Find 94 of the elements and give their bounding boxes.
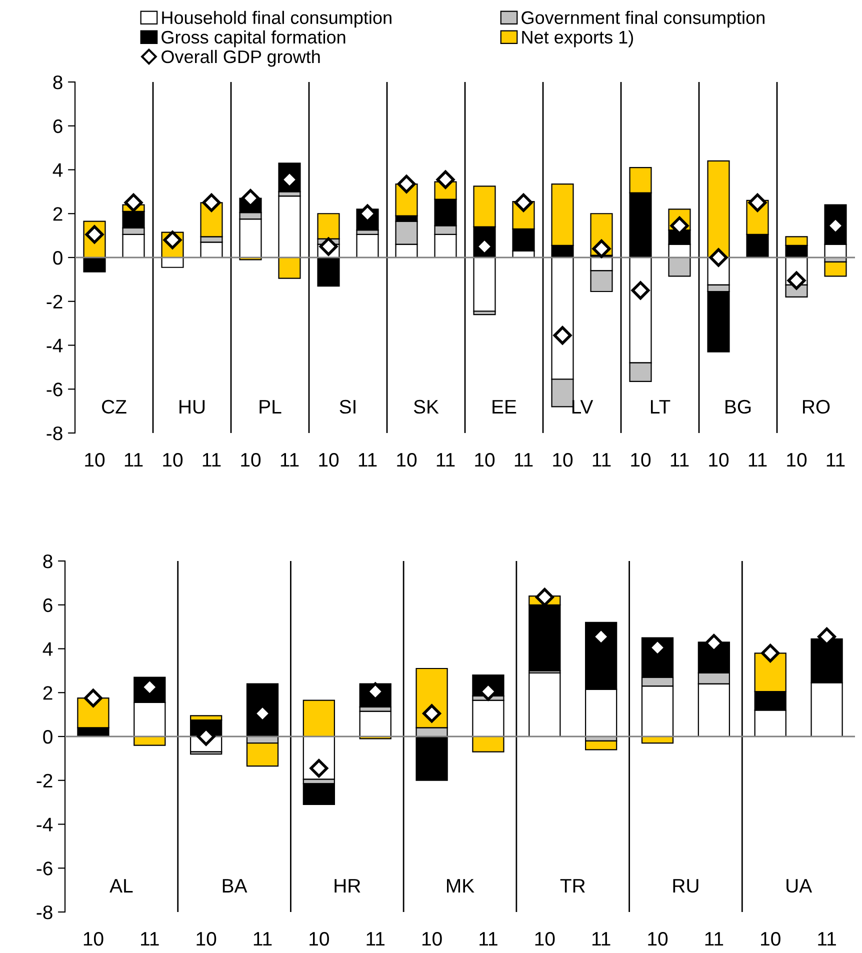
x-tick-label: 11 — [202, 453, 221, 467]
y-tick-label: -4 — [46, 338, 63, 352]
point — [84, 688, 102, 708]
annotation: RO — [803, 400, 830, 414]
x-tick-label: 11 — [254, 932, 272, 946]
y-tick-label: 0 — [53, 250, 62, 265]
y-tick-label: -6 — [46, 382, 62, 396]
point — [397, 174, 416, 194]
x-tick-label: 10 — [553, 452, 573, 467]
x-tick-label: 11 — [366, 932, 385, 946]
x-tick-label: 10 — [631, 452, 651, 467]
x-tick-label: 11 — [480, 932, 498, 946]
bar — [356, 234, 379, 258]
x-tick-label: 10 — [535, 932, 555, 946]
y-tick-label: -8 — [46, 426, 62, 440]
point — [748, 193, 767, 212]
point — [202, 193, 221, 212]
x-tick-label: 10 — [422, 932, 442, 946]
point — [310, 759, 328, 778]
x-tick-label: 10 — [84, 932, 104, 946]
x-tick-label: 10 — [761, 932, 780, 946]
x-tick-label: 10 — [319, 452, 339, 467]
x-tick-label: 10 — [196, 932, 216, 946]
point — [514, 193, 533, 212]
y-tick-label: -2 — [46, 294, 62, 308]
point — [422, 704, 442, 723]
y-tick-label: 4 — [52, 163, 63, 177]
annotation: HU — [180, 400, 205, 414]
x-tick-label: 11 — [280, 453, 299, 467]
annotation: PL — [260, 400, 282, 414]
annotation: BA — [222, 879, 248, 892]
annotation: UA — [786, 879, 812, 893]
x-tick-label: 10 — [709, 452, 729, 467]
y-tick-label: 8 — [43, 554, 52, 568]
x-tick-label: 11 — [358, 453, 377, 467]
legend-label: Government final consumption — [522, 10, 764, 28]
y-tick-label: 8 — [53, 75, 62, 90]
y-tick-label: 0 — [43, 730, 52, 744]
point — [553, 326, 572, 345]
x-tick-label: 10 — [163, 452, 183, 467]
annotation: BG — [726, 400, 751, 414]
y-tick-label: 2 — [43, 686, 52, 700]
annotation: SK — [414, 400, 439, 414]
x-tick-label: 10 — [310, 932, 329, 946]
x-tick-label: 10 — [648, 932, 668, 946]
x-tick-label: 10 — [475, 452, 495, 467]
point — [761, 644, 780, 662]
x-tick-label: 11 — [436, 453, 455, 467]
x-tick-label: 11 — [826, 453, 845, 467]
annotation: MK — [447, 879, 474, 892]
y-tick-label: 2 — [53, 207, 62, 221]
x-tick-label: 11 — [705, 932, 724, 946]
bar — [359, 710, 392, 738]
annotation: AL — [110, 879, 133, 892]
y-tick-label: 6 — [43, 598, 52, 612]
y-tick-label: 6 — [53, 119, 62, 134]
x-tick-label: 10 — [397, 452, 417, 467]
annotation: LV — [572, 400, 594, 414]
y-tick-label: 4 — [42, 642, 53, 656]
point — [535, 588, 554, 606]
bar — [528, 672, 561, 738]
x-tick-label: 11 — [592, 453, 611, 467]
legend-label: Household final consumption — [162, 10, 392, 28]
x-tick-label: 10 — [85, 452, 105, 467]
annotation: RU — [673, 879, 698, 893]
annotation: EE — [492, 400, 516, 414]
legend-label: Net exports 1) — [522, 30, 634, 48]
legend-label: Overall GDP growth — [162, 50, 320, 67]
x-tick-label: 11 — [514, 453, 533, 467]
x-tick-label: 11 — [124, 453, 143, 467]
point — [436, 170, 455, 189]
y-tick-label: -4 — [36, 818, 53, 832]
x-tick-label: 10 — [241, 452, 261, 467]
legend-label: Gross capital formation — [162, 30, 346, 48]
annotation: SI — [340, 400, 356, 414]
y-tick-label: -6 — [36, 862, 52, 876]
annotation: LT — [650, 400, 670, 414]
annotation: HR — [334, 879, 360, 892]
x-tick-label: 10 — [787, 452, 807, 467]
y-tick-label: -2 — [36, 774, 52, 788]
x-tick-label: 11 — [748, 453, 767, 467]
point — [124, 193, 143, 212]
x-tick-label: 11 — [670, 453, 689, 467]
bar — [585, 740, 618, 750]
annotation: TR — [560, 879, 585, 892]
annotation: CZ — [102, 400, 126, 414]
y-tick-label: -8 — [36, 905, 52, 920]
point — [631, 281, 650, 300]
x-tick-label: 11 — [592, 932, 610, 946]
x-tick-label: 11 — [141, 932, 159, 946]
point — [592, 239, 611, 258]
x-tick-label: 11 — [818, 932, 836, 946]
point — [709, 248, 728, 267]
bar — [824, 261, 847, 277]
